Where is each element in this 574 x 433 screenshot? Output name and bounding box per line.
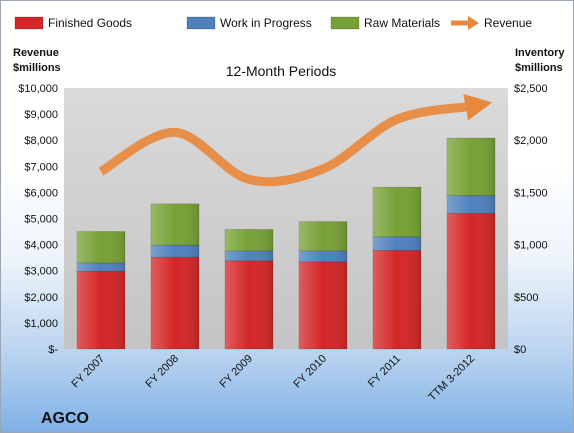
legend-label: Raw Materials [364, 16, 440, 30]
legend: Finished Goods Work in Progress Raw Materi… [14, 16, 532, 30]
category-label: FY 2009 [217, 353, 255, 391]
bar-shine [77, 231, 125, 263]
revenue-line-path [98, 93, 493, 187]
revenue-line [98, 93, 493, 187]
left-tick-label: $- [48, 344, 58, 356]
left-tick-label: $8,000 [24, 135, 58, 147]
category-labels: FY 2007 FY 2008 FY 2009 FY 2010 FY 2011 TTM 3… [69, 353, 477, 404]
bar-shine [225, 229, 273, 251]
bar-shine [447, 213, 495, 349]
bar-shine [299, 261, 347, 349]
legend-label: Finished Goods [48, 16, 132, 30]
bar-shine [225, 250, 273, 261]
category-label: FY 2010 [291, 353, 329, 391]
bar-shine [77, 271, 125, 349]
bar-shine [225, 260, 273, 349]
bar-shine [373, 187, 421, 237]
left-tick-label: $5,000 [24, 214, 58, 226]
right-axis-title-line1: Inventory [515, 47, 565, 59]
left-axis-ticks: $- $1,000 $2,000 $3,000 $4,000 $5,000 $6,000 $7… [18, 83, 58, 356]
left-tick-label: $9,000 [24, 109, 58, 121]
legend-arrow-icon [468, 16, 479, 30]
right-tick-label: $1,500 [514, 187, 548, 199]
left-tick-label: $1,000 [24, 318, 58, 330]
left-tick-label: $7,000 [24, 161, 58, 173]
right-tick-label: $2,000 [514, 135, 548, 147]
bar-shine [447, 195, 495, 214]
category-label: TTM 3-2012 [426, 353, 477, 404]
right-tick-label: $500 [514, 292, 538, 304]
left-tick-label: $2,000 [24, 292, 58, 304]
right-tick-label: $1,000 [514, 240, 548, 252]
right-axis-ticks: $0 $500 $1,000 $1,500 $2,000 $2,500 [514, 83, 548, 356]
bar-shine [151, 245, 199, 258]
category-label: FY 2007 [69, 353, 107, 391]
legend-swatch-work-in-progress [186, 16, 216, 30]
category-label: FY 2008 [143, 353, 181, 391]
left-tick-label: $10,000 [18, 83, 58, 95]
bar-shine [299, 221, 347, 251]
legend-swatch-raw-materials [330, 16, 360, 30]
left-axis-title-line1: Revenue [13, 47, 59, 59]
company-name: AGCO [41, 410, 89, 427]
legend-swatch-finished-goods [14, 16, 44, 30]
legend-label: Work in Progress [220, 16, 312, 30]
right-axis-title-line2: $millions [515, 62, 563, 74]
bars [76, 137, 496, 350]
bar-shine [373, 236, 421, 251]
left-axis-title-line2: $millions [13, 62, 61, 74]
bar-shine [373, 250, 421, 349]
bar-shine [77, 262, 125, 272]
right-tick-label: $0 [514, 344, 526, 356]
left-tick-label: $3,000 [24, 266, 58, 278]
left-tick-label: $4,000 [24, 240, 58, 252]
bar-shine [299, 250, 347, 262]
chart-subtitle: 12-Month Periods [226, 63, 337, 79]
right-tick-label: $2,500 [514, 83, 548, 95]
plot-area [64, 88, 508, 349]
bar-shine [447, 138, 495, 196]
bar-shine [151, 257, 199, 349]
legend-label: Revenue [484, 16, 532, 30]
left-tick-label: $6,000 [24, 187, 58, 199]
bar-shine [151, 203, 199, 246]
category-label: FY 2011 [366, 353, 403, 390]
